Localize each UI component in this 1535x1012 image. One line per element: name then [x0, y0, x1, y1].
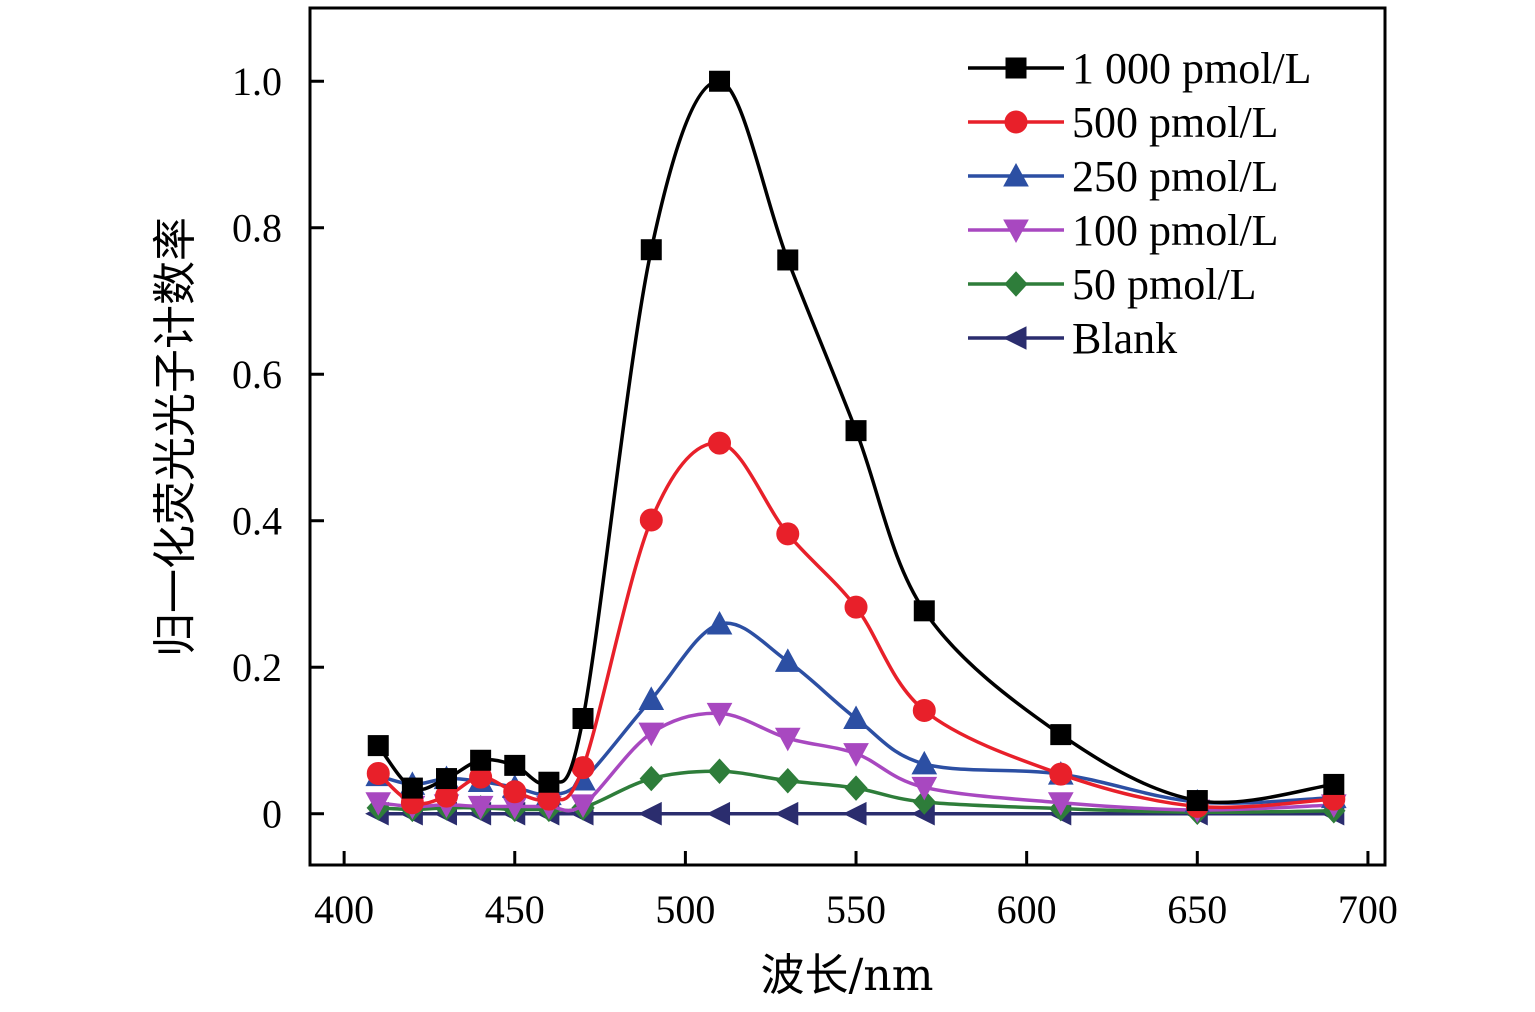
data-point	[776, 768, 800, 794]
x-tick-label: 700	[1338, 887, 1398, 932]
legend-marker	[1002, 326, 1027, 350]
y-tick-label: 0.2	[232, 645, 282, 690]
y-axis-title: 归一化荧光光子计数率	[150, 217, 201, 657]
data-point	[708, 431, 732, 455]
legend-item: 1 000 pmol/L	[968, 44, 1312, 93]
data-point	[842, 801, 867, 826]
data-point	[1186, 790, 1208, 812]
legend-marker	[1004, 110, 1028, 134]
data-point	[638, 722, 665, 747]
plot-frame	[308, 6, 1387, 867]
data-point	[777, 249, 799, 271]
data-point	[706, 801, 731, 826]
legend-item: 100 pmol/L	[968, 206, 1279, 255]
series-group	[365, 70, 1347, 826]
data-point	[844, 775, 868, 801]
data-point	[912, 698, 936, 722]
data-point	[707, 758, 732, 784]
data-point	[843, 743, 869, 767]
legend-marker	[1004, 271, 1028, 297]
data-point	[436, 768, 458, 790]
data-point	[706, 610, 733, 635]
data-point	[913, 600, 935, 622]
legend-item: 250 pmol/L	[968, 152, 1279, 201]
data-point	[503, 780, 527, 804]
data-point	[1049, 762, 1073, 786]
x-axis-title: 波长/nm	[761, 950, 934, 1001]
legend-label: 500 pmol/L	[1072, 98, 1279, 147]
series-0	[367, 70, 1345, 812]
x-tick-label: 400	[314, 887, 374, 932]
x-tick-label: 450	[485, 887, 545, 932]
x-tick-label: 550	[826, 887, 886, 932]
legend-label: Blank	[1072, 314, 1177, 363]
data-point	[845, 420, 867, 442]
data-point	[467, 795, 494, 820]
data-point	[912, 789, 936, 815]
data-point	[538, 771, 560, 793]
legend: 1 000 pmol/L 500 pmol/L 250 pmol/L 100 pmol…	[968, 44, 1312, 363]
data-point	[774, 727, 801, 752]
data-point	[365, 792, 392, 816]
legend-item: 500 pmol/L	[968, 98, 1279, 147]
data-point	[638, 801, 662, 826]
legend-item: Blank	[968, 314, 1177, 363]
legend-marker	[1005, 57, 1027, 79]
data-point	[1323, 773, 1345, 795]
data-point	[366, 761, 390, 785]
data-point	[911, 776, 938, 801]
data-point	[572, 708, 594, 730]
data-point	[774, 648, 801, 672]
data-point	[1050, 724, 1072, 746]
data-point	[639, 508, 663, 532]
data-point	[401, 777, 423, 799]
data-point	[843, 705, 869, 730]
data-point	[911, 750, 938, 775]
data-point	[570, 794, 596, 818]
data-point	[367, 735, 389, 757]
y-tick-label: 0.8	[232, 206, 282, 251]
y-tick-label: 0	[262, 792, 282, 837]
x-tick-label: 650	[1167, 887, 1227, 932]
legend-item: 50 pmol/L	[968, 260, 1257, 309]
y-tick-label: 0.6	[232, 352, 282, 397]
x-tick-label: 500	[655, 887, 715, 932]
y-tick-label: 0.4	[232, 499, 282, 544]
legend-label: 1 000 pmol/L	[1072, 44, 1312, 93]
data-point	[470, 749, 492, 771]
data-point	[776, 522, 800, 546]
data-point	[639, 765, 663, 792]
legend-label: 250 pmol/L	[1072, 152, 1279, 201]
data-point	[638, 686, 665, 710]
data-point	[504, 754, 526, 776]
axis-ticks: 400 450 500 550 600 650 700 0 0.2 0.4 0.6 0.8 1.0	[232, 59, 1398, 932]
data-point	[640, 239, 662, 261]
y-tick-label: 1.0	[232, 59, 282, 104]
data-point	[706, 702, 733, 727]
data-point	[774, 801, 799, 826]
series-1	[366, 431, 1346, 818]
data-point	[1047, 792, 1074, 816]
data-point	[844, 595, 868, 619]
legend-marker	[1003, 162, 1029, 187]
legend-marker	[1003, 219, 1029, 244]
legend-label: 100 pmol/L	[1072, 206, 1279, 255]
legend-label: 50 pmol/L	[1072, 260, 1257, 309]
data-point	[709, 70, 731, 92]
x-tick-label: 600	[997, 887, 1057, 932]
